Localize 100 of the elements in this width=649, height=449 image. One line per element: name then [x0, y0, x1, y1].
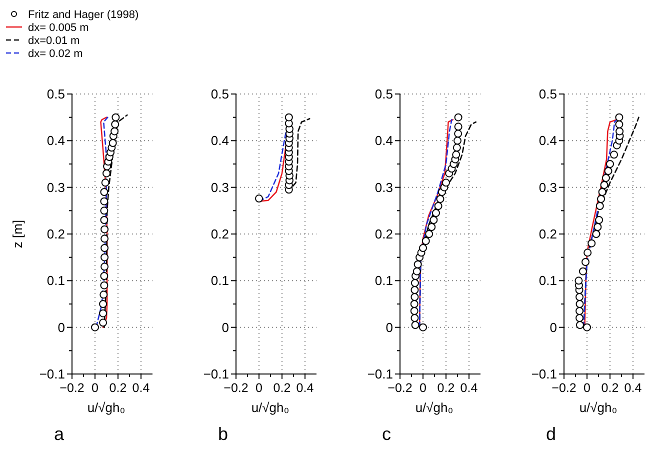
point: [410, 300, 418, 308]
x-tick-label: 0.2: [273, 381, 291, 395]
line-series: [100, 116, 108, 328]
y-tick-label: 0.2: [46, 226, 65, 242]
point: [284, 113, 293, 122]
point: [616, 127, 624, 136]
y-tick-label: 0.5: [538, 86, 557, 102]
y-tick-label: 0.2: [538, 226, 557, 242]
point: [99, 318, 108, 327]
point: [454, 130, 462, 138]
y-tick-label: 0.5: [374, 86, 393, 102]
point: [434, 202, 442, 210]
point: [454, 122, 462, 131]
point: [100, 290, 108, 299]
point: [410, 314, 419, 322]
x-tick-label: 0.4: [460, 381, 478, 395]
text: b: [218, 424, 228, 444]
point: [576, 307, 584, 315]
y-tick-label: 0.1: [210, 273, 229, 288]
y-tick-label: 0.2: [374, 226, 393, 242]
point: [574, 276, 583, 285]
y-tick-label: 0.4: [210, 133, 229, 148]
legend-label: dx= 0.005 m: [28, 22, 89, 34]
point: [99, 300, 108, 308]
point: [432, 209, 440, 217]
y-tick-label: 0: [58, 320, 65, 335]
point: [419, 244, 427, 252]
point: [100, 188, 108, 196]
x-tick-label: 0.4: [624, 381, 642, 395]
y-tick-label: 0: [386, 320, 393, 335]
point: [425, 230, 434, 238]
point: [597, 195, 606, 203]
x-tick-label: −0.2: [552, 381, 576, 395]
point: [584, 248, 592, 257]
point: [600, 181, 608, 189]
point: [610, 150, 618, 159]
point: [100, 206, 108, 215]
y-tick-label: −0.1: [39, 366, 65, 382]
point: [452, 150, 460, 159]
point: [578, 267, 587, 276]
y-tick-label: −0.1: [367, 366, 393, 382]
y-tick-label: −0.1: [203, 366, 229, 382]
legend-label: dx= 0.02 m: [28, 48, 83, 60]
point: [606, 160, 614, 168]
point: [594, 223, 602, 231]
y-tick-label: 0.5: [210, 86, 229, 102]
y-tick-label: 0.3: [538, 180, 557, 195]
point: [102, 169, 110, 178]
point: [100, 262, 109, 271]
legend-label: Fritz and Hager (1998): [28, 8, 139, 21]
point: [582, 258, 590, 266]
text: a: [54, 424, 65, 444]
y-tick-label: 0: [222, 320, 229, 335]
x-tick-label: 0.2: [109, 381, 127, 395]
point: [583, 323, 591, 332]
point: [100, 244, 109, 252]
x-tick-label: 0: [420, 381, 427, 395]
point: [598, 188, 606, 196]
y-tick-label: 0.4: [538, 133, 557, 148]
y-axis-title: z [m]: [10, 220, 25, 248]
y-tick-label: 0.2: [210, 226, 229, 242]
x-tick-label: 0: [584, 381, 591, 395]
point: [255, 194, 263, 203]
y-tick-label: 0.4: [46, 133, 65, 148]
point: [442, 178, 450, 187]
y-tick-label: 0: [550, 320, 557, 335]
point: [596, 202, 604, 210]
y-tick-label: 0.1: [46, 273, 65, 288]
point: [99, 309, 108, 318]
point: [410, 307, 418, 315]
point: [412, 267, 421, 276]
y-tick-label: 0.5: [46, 86, 65, 102]
x-axis-title: u/√gh₀: [87, 400, 126, 415]
point: [454, 136, 462, 145]
point: [615, 113, 624, 122]
x-axis-title: u/√gh₀: [579, 400, 618, 415]
point: [100, 281, 108, 290]
point: [100, 272, 108, 280]
point: [100, 234, 109, 243]
point: [101, 178, 110, 187]
x-tick-label: 0.2: [601, 381, 619, 395]
point: [410, 293, 419, 301]
point: [100, 225, 109, 234]
point: [576, 321, 584, 329]
text: d: [546, 424, 556, 444]
x-tick-label: 0.4: [296, 381, 314, 395]
point: [100, 216, 108, 224]
point: [428, 223, 436, 231]
point: [576, 300, 584, 308]
point: [452, 144, 461, 152]
text: c: [382, 424, 391, 444]
point: [430, 216, 438, 224]
point: [436, 195, 444, 203]
point: [592, 230, 600, 238]
x-axis-title: u/√gh₀: [251, 400, 290, 415]
point: [108, 139, 117, 147]
x-tick-label: 0.2: [437, 381, 455, 395]
point: [414, 260, 422, 268]
point: [595, 216, 604, 224]
point: [604, 167, 612, 175]
